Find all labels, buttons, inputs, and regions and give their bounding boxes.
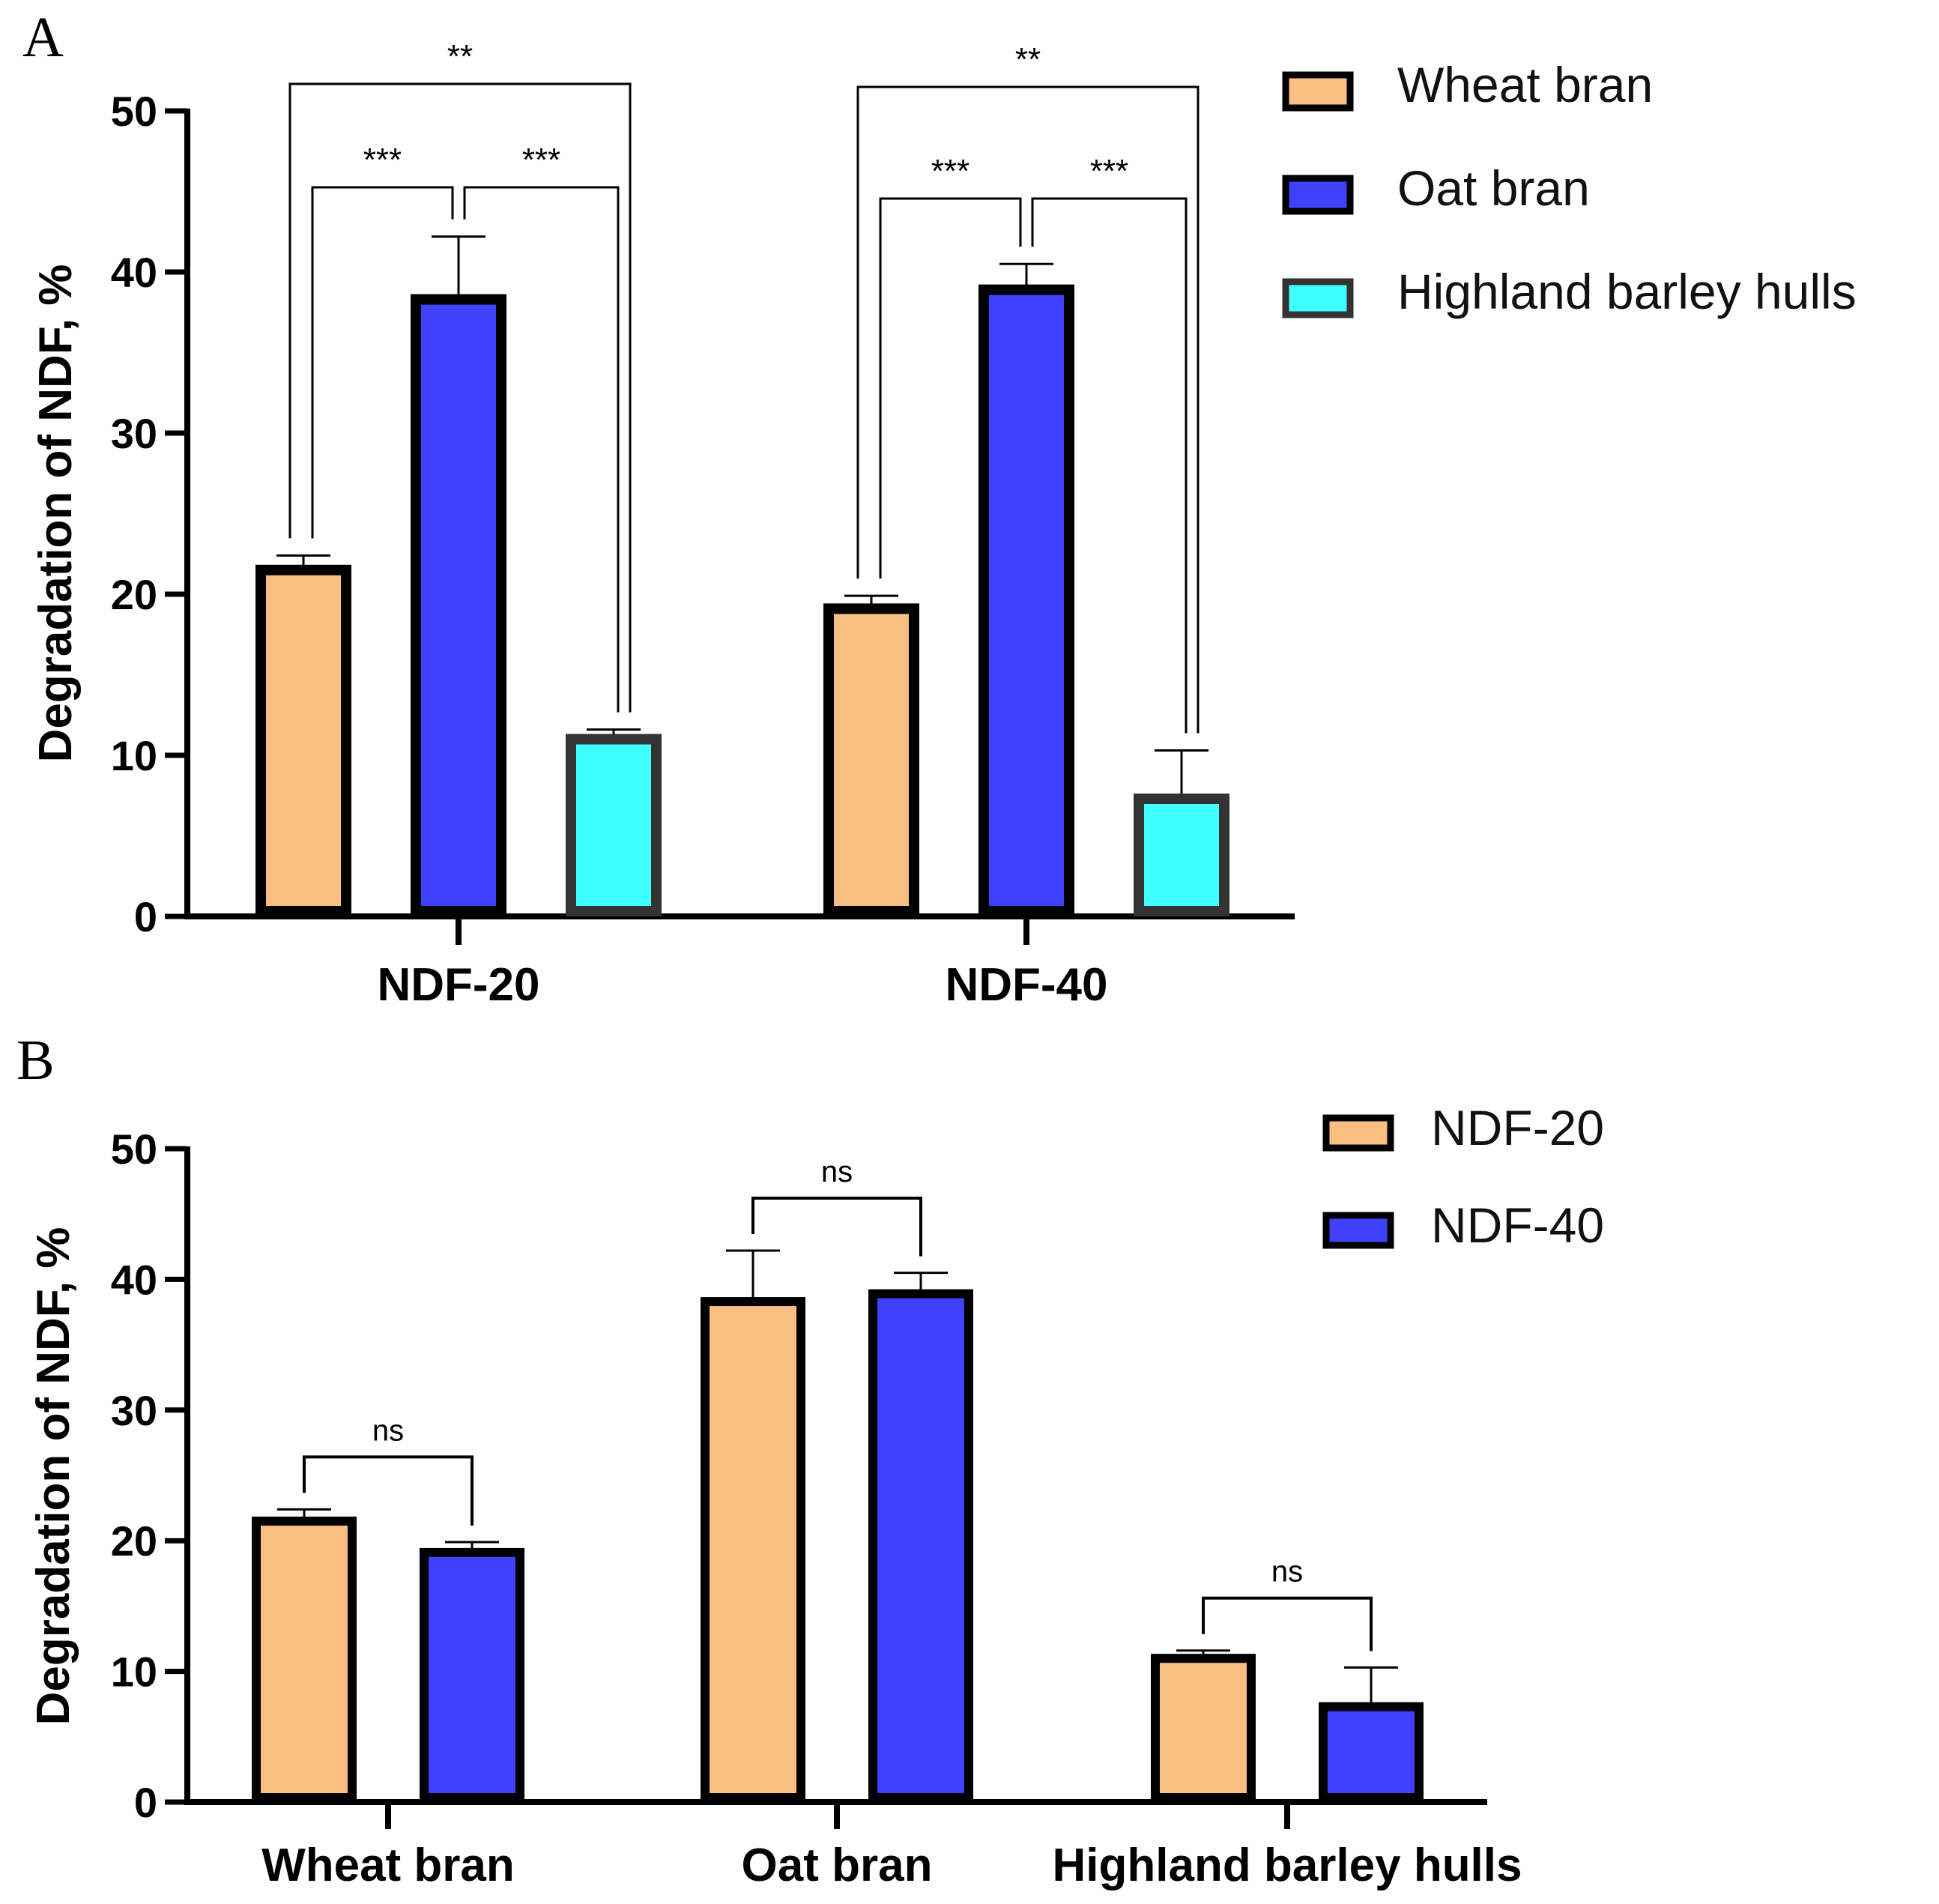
significance-bracket [288,82,632,713]
y-tick-label: 40 [111,1256,157,1303]
bar-ndf-20 [1151,1654,1256,1802]
significance-label: ** [447,38,473,75]
legend-swatch [1322,1212,1394,1249]
significance-label: *** [522,142,560,178]
legend-label: NDF-40 [1431,1197,1604,1253]
bar-wheat-bran [823,603,919,916]
y-tick-label: 50 [111,1125,157,1173]
bar-ndf-40 [1319,1702,1424,1802]
legend-label: NDF-20 [1431,1100,1604,1155]
panel-b: B Degradation of NDF, % 0 10 20 30 40 50 Wheat … [16,1029,1604,1891]
legend-label: Highland barley hulls [1397,264,1857,319]
significance-bracket [463,186,620,713]
significance-label: *** [931,153,970,190]
legend-swatch [1322,1114,1394,1152]
x-category-label: NDF-40 [945,959,1107,1011]
significance-label: ns [821,1155,853,1188]
y-tick-label: 30 [111,410,157,457]
significance-label: ns [1271,1556,1303,1589]
legend-swatch [1282,278,1354,318]
bar-highland-barley-hulls [1134,794,1229,917]
legend-swatch [1282,175,1354,215]
y-tick-label: 0 [134,1779,157,1826]
panel-b-label: B [16,1029,55,1092]
significance-label: ** [1015,41,1041,78]
significance-bracket [856,85,1200,734]
bar-ndf-20 [701,1297,805,1802]
x-category-label: Wheat bran [261,1840,515,1891]
y-tick-label: 10 [111,732,157,779]
y-tick-label: 20 [111,571,157,618]
legend-swatch [1282,71,1354,112]
panel-a: A Degradation of NDF, % 0 10 20 30 40 50 NDF-20… [22,6,1857,1011]
bar-highland-barley-hulls [566,734,662,916]
legend-label: Wheat bran [1397,57,1653,112]
significance-bracket [751,1197,922,1257]
x-category-label: Highland barley hulls [1053,1840,1522,1891]
bar-oat-bran [411,294,506,916]
y-tick-label: 20 [111,1517,157,1565]
panel-a-label: A [22,6,64,69]
significance-bracket [303,1455,474,1526]
y-tick-label: 30 [111,1387,157,1434]
bar-ndf-40 [868,1289,973,1802]
bar-wheat-bran [255,564,351,916]
significance-bracket [879,197,1022,579]
significance-label: *** [363,142,402,178]
bar-oat-bran [978,284,1074,916]
y-tick-label: 40 [111,249,157,296]
y-axis-label: Degradation of NDF, % [30,265,82,763]
bar-ndf-20 [252,1517,357,1803]
y-tick-label: 0 [134,893,157,940]
y-tick-label: 10 [111,1648,157,1696]
y-tick-label: 50 [111,88,157,135]
x-category-label: NDF-20 [377,959,539,1011]
significance-label: ns [372,1414,404,1447]
significance-label: *** [1090,153,1128,190]
y-axis-label: Degradation of NDF, % [28,1227,79,1726]
bar-ndf-40 [420,1547,524,1802]
significance-bracket [1202,1596,1373,1651]
significance-bracket [311,186,454,539]
x-category-label: Oat bran [742,1840,933,1891]
legend-label: Oat bran [1397,160,1590,216]
significance-bracket [1031,197,1188,734]
